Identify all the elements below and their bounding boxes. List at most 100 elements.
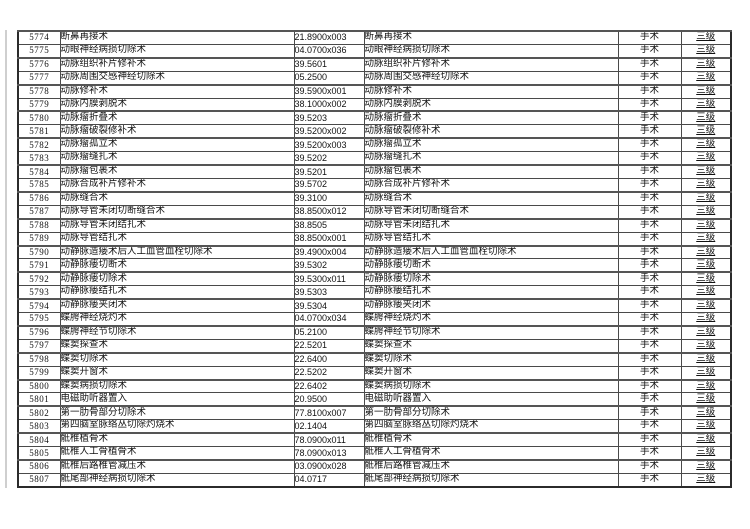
level-text: 三级 [696, 32, 716, 43]
procedure-name-repeat-cell: 动脉导管结扎术 [363, 231, 619, 247]
table-row: 5790 动静脉造瘘术后人工血管血栓切除术 39.4900x004 动静脉造瘘术后人工… [17, 244, 732, 260]
seq-cell: 5799 [17, 365, 61, 381]
level-cell: 三级 [680, 164, 732, 179]
table-row: 5791 动静脉瘘切断术 39.5302 动静脉瘘切断术 手术 三级 [17, 258, 732, 273]
table-row: 5782 动脉瘤孤立术 39.5200x003 动脉瘤孤立术 手术 三级 [17, 137, 732, 153]
level-cell: 三级 [680, 137, 732, 153]
level-text: 三级 [696, 219, 716, 230]
procedure-name-cell: 动静脉瘘夹闭术 [59, 298, 295, 314]
procedure-name-cell: 动脉瘤孤立术 [59, 137, 295, 153]
level-text: 三级 [696, 353, 716, 364]
level-text: 三级 [696, 393, 716, 404]
category-cell: 手术 [617, 405, 682, 421]
procedure-code-cell: 22.6402 [293, 378, 365, 394]
seq-cell: 5792 [17, 271, 61, 287]
table-row: 5794 动静脉瘘夹闭术 39.5304 动静脉瘘夹闭术 手术 三级 [17, 298, 732, 314]
category-cell: 手术 [617, 151, 682, 166]
level-cell: 三级 [680, 217, 732, 233]
procedure-name-repeat-cell: 骶椎后路椎管减压术 [363, 458, 619, 474]
procedure-name-cell: 动脉内膜剥脱术 [59, 97, 295, 112]
category-cell: 手术 [617, 190, 682, 206]
seq-cell: 5801 [17, 392, 61, 407]
table-row: 5802 第一肋骨部分切除术 77.8100x007 第一肋骨部分切除术 手术 三级 [17, 405, 732, 421]
level-cell: 三级 [680, 365, 732, 381]
level-text: 三级 [696, 313, 716, 324]
level-cell: 三级 [680, 56, 732, 72]
seq-cell: 5806 [17, 458, 61, 474]
level-cell: 三级 [680, 70, 732, 86]
level-cell: 三级 [680, 97, 732, 112]
procedure-code-cell: 05.2100 [293, 324, 365, 340]
procedure-name-repeat-cell: 骶椎植骨术 [363, 432, 619, 448]
level-cell: 三级 [680, 43, 732, 59]
procedure-name-cell: 动脉瘤包裹术 [59, 164, 295, 179]
seq-cell: 5800 [17, 378, 61, 394]
seq-cell: 5775 [17, 43, 61, 59]
procedure-name-repeat-cell: 蝶腭神经节切除术 [363, 324, 619, 340]
procedure-code-cell: 39.5200x002 [293, 124, 365, 139]
category-cell: 手术 [617, 177, 682, 193]
procedure-code-cell: 39.4900x004 [293, 244, 365, 260]
level-cell: 三级 [680, 378, 732, 394]
table-row: 5784 动脉瘤包裹术 39.5201 动脉瘤包裹术 手术 三级 [17, 164, 732, 179]
seq-cell: 5784 [17, 164, 61, 179]
level-cell: 三级 [680, 271, 732, 287]
level-text: 三级 [696, 407, 716, 418]
level-text: 三级 [696, 205, 716, 216]
category-cell: 手术 [617, 124, 682, 139]
table-row: 5779 动脉内膜剥脱术 38.1000x002 动脉内膜剥脱术 手术 三级 [17, 97, 732, 112]
procedure-name-repeat-cell: 第四脑室脉络丛切除灼烧术 [363, 419, 619, 434]
level-text: 三级 [696, 179, 716, 190]
procedure-name-repeat-cell: 动脉瘤包裹术 [363, 164, 619, 179]
procedure-name-cell: 蝶窦开窗术 [59, 365, 295, 381]
level-text: 三级 [696, 112, 716, 123]
category-cell: 手术 [617, 258, 682, 273]
procedure-name-repeat-cell: 动脉瘤折叠术 [363, 110, 619, 126]
table-row: 5806 骶椎后路椎管减压术 03.0900x028 骶椎后路椎管减压术 手术 三级 [17, 458, 732, 474]
category-cell: 手术 [617, 244, 682, 260]
level-text: 三级 [696, 139, 716, 150]
level-cell: 三级 [680, 177, 732, 193]
procedure-code-cell: 39.5201 [293, 164, 365, 179]
level-cell: 三级 [680, 458, 732, 474]
procedure-name-repeat-cell: 电磁助听器置入 [363, 392, 619, 407]
procedure-name-cell: 动脉瘤缝扎术 [59, 151, 295, 166]
table-row: 5807 骶尾部神经病损切除术 04.0717 骶尾部神经病损切除术 手术 三级 [17, 472, 732, 488]
procedure-code-cell: 38.8500x001 [293, 231, 365, 247]
table-row: 5781 动脉瘤破裂修补术 39.5200x002 动脉瘤破裂修补术 手术 三级 [17, 124, 732, 139]
seq-cell: 5782 [17, 137, 61, 153]
procedure-name-cell: 第四脑室脉络丛切除灼烧术 [59, 419, 295, 434]
level-cell: 三级 [680, 231, 732, 247]
table-row: 5799 蝶窦开窗术 22.5202 蝶窦开窗术 手术 三级 [17, 365, 732, 381]
procedure-code-cell: 39.5302 [293, 258, 365, 273]
category-cell: 手术 [617, 351, 682, 367]
level-text: 三级 [696, 246, 716, 257]
procedure-name-cell: 动脉修补术 [59, 83, 295, 99]
procedure-code-cell: 77.8100x007 [293, 405, 365, 421]
level-text: 三级 [696, 125, 716, 136]
procedure-code-cell: 03.0900x028 [293, 458, 365, 474]
level-text: 三级 [696, 474, 716, 485]
level-text: 三级 [696, 152, 716, 163]
category-cell: 手术 [617, 312, 682, 327]
seq-cell: 5804 [17, 432, 61, 448]
procedure-name-cell: 动脉合成补片修补术 [59, 177, 295, 193]
procedure-name-repeat-cell: 动脉合成补片修补术 [363, 177, 619, 193]
procedure-name-repeat-cell: 蝶窦病损切除术 [363, 378, 619, 394]
procedure-code-cell: 02.1404 [293, 419, 365, 434]
procedure-code-cell: 21.8900x003 [293, 29, 365, 45]
level-text: 三级 [696, 366, 716, 377]
table-row: 5783 动脉瘤缝扎术 39.5202 动脉瘤缝扎术 手术 三级 [17, 151, 732, 166]
procedure-code-cell: 22.5201 [293, 338, 365, 354]
level-cell: 三级 [680, 419, 732, 434]
procedure-code-cell: 20.9500 [293, 392, 365, 407]
table-row: 5795 蝶腭神经烧灼术 04.0700x034 蝶腭神经烧灼术 手术 三级 [17, 312, 732, 327]
category-cell: 手术 [617, 164, 682, 179]
level-cell: 三级 [680, 258, 732, 273]
level-cell: 三级 [680, 190, 732, 206]
procedure-code-cell: 22.5202 [293, 365, 365, 381]
level-text: 三级 [696, 166, 716, 177]
table-row: 5775 动眼神经病损切除术 04.0700x036 动眼神经病损切除术 手术 三级 [17, 43, 732, 59]
seq-cell: 5777 [17, 70, 61, 86]
category-cell: 手术 [617, 324, 682, 340]
